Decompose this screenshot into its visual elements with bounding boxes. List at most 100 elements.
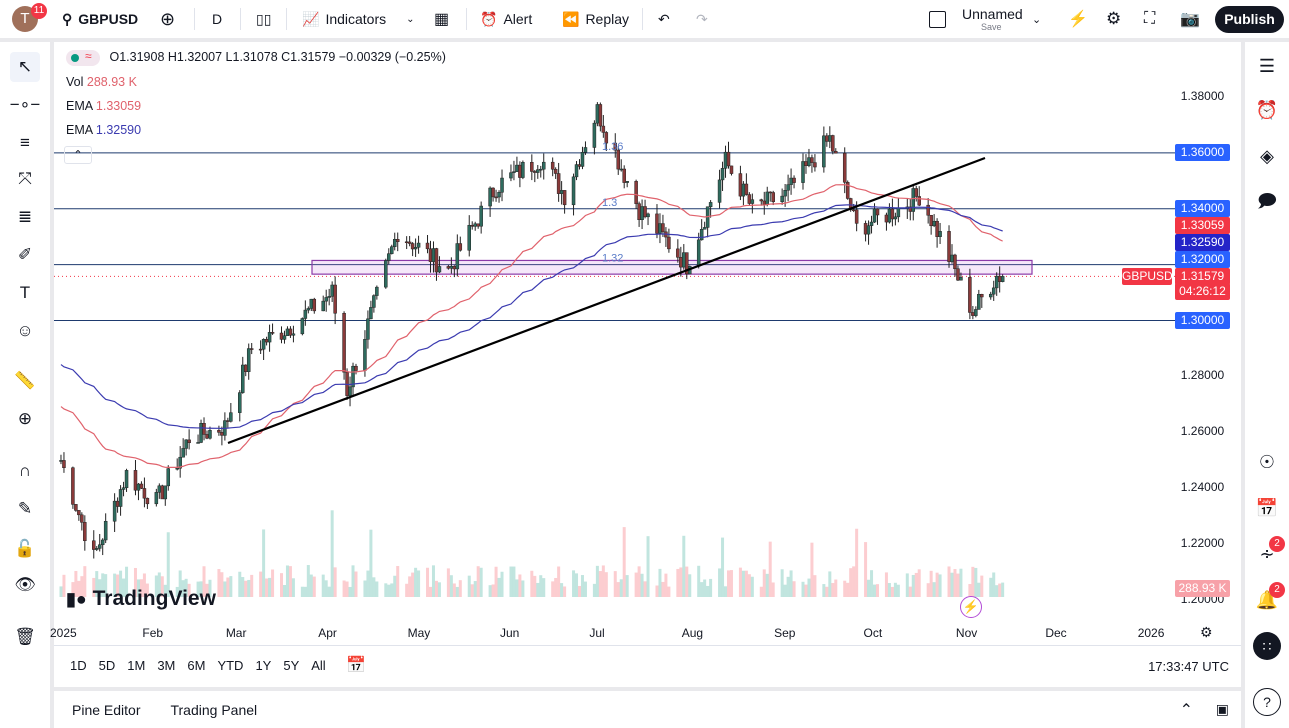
- tab-pine-editor[interactable]: Pine Editor: [72, 701, 141, 718]
- magnet-icon[interactable]: ∩: [18, 461, 32, 480]
- help-icon[interactable]: ?: [1253, 688, 1281, 716]
- candle-body: [747, 194, 752, 204]
- candle-body: [470, 224, 474, 227]
- replay-label: Replay: [585, 11, 630, 27]
- add-symbol-button[interactable]: ⊕: [160, 8, 176, 29]
- alert-button[interactable]: ⏰ Alert: [480, 0, 532, 38]
- candle-body: [199, 423, 203, 443]
- clock[interactable]: 17:33:47 UTC: [1148, 659, 1229, 674]
- price-chart[interactable]: 1.36 1.3 1.32: [54, 42, 1241, 642]
- lightning-icon[interactable]: ⚡: [960, 596, 982, 618]
- publish-button[interactable]: Publish: [1215, 6, 1284, 33]
- ema50-legend: EMA 1.33059: [66, 99, 142, 113]
- axis-settings-icon[interactable]: ⚙: [1200, 624, 1213, 640]
- volume-bar: [643, 581, 647, 597]
- candle-body: [437, 266, 442, 273]
- range-ytd[interactable]: YTD: [217, 658, 244, 673]
- volume-bar: [771, 582, 775, 597]
- ruler-icon[interactable]: 📏: [14, 371, 36, 390]
- candle-body: [825, 135, 829, 142]
- symbol-search[interactable]: ⚲ GBPUSD: [62, 0, 138, 38]
- chart-pane[interactable]: 1.36 1.3 1.32 ≈ O1.31908 H1.32007 L1.31078…: [50, 42, 1241, 687]
- emoji-icon[interactable]: ☺: [16, 321, 34, 340]
- alerts-clock-icon[interactable]: ⏰: [1255, 99, 1279, 120]
- volume-bar: [685, 566, 689, 597]
- undo-icon[interactable]: ↶: [658, 10, 670, 27]
- cursor-icon[interactable]: ↖: [10, 52, 40, 82]
- calendar-range-icon[interactable]: 📅: [346, 657, 366, 674]
- candle-body: [270, 332, 275, 334]
- chat-icon[interactable]: 🗩: [1257, 191, 1277, 211]
- settings-icon[interactable]: ⚙: [1106, 9, 1122, 28]
- ohlc-values: O1.31908 H1.32007 L1.31078 C1.31579 −0.0…: [109, 50, 446, 65]
- volume-bar: [351, 565, 355, 597]
- candle-body: [324, 297, 328, 302]
- replay-button[interactable]: ⏪ Replay: [562, 0, 629, 38]
- brush-icon[interactable]: ✐: [17, 245, 33, 264]
- range-1m[interactable]: 1M: [127, 658, 146, 673]
- forecast-icon[interactable]: ≣: [17, 207, 33, 226]
- candle-body: [676, 248, 680, 258]
- compass-icon[interactable]: ☉: [1258, 451, 1276, 472]
- indicators-button[interactable]: 📈 Indicators ⌄: [302, 0, 415, 38]
- pattern-icon[interactable]: ⤧: [18, 169, 32, 188]
- volume-bar: [724, 586, 728, 597]
- camera-icon[interactable]: 📷: [1180, 11, 1200, 28]
- tradingview-logo[interactable]: ▮● TradingView: [66, 587, 216, 610]
- calendar-icon[interactable]: 📅: [1255, 497, 1279, 518]
- bottom-panel: Pine Editor Trading Panel ⌃ ▣: [54, 691, 1241, 728]
- layout-name[interactable]: Unnamed: [962, 6, 1023, 22]
- collapse-legend-button[interactable]: ⌃: [64, 146, 92, 164]
- candle-body: [285, 328, 290, 336]
- chevron-down-icon[interactable]: ⌄: [406, 13, 415, 25]
- volume-bar: [521, 580, 525, 597]
- apps-grid-icon[interactable]: ∷: [1253, 632, 1281, 660]
- interval-button[interactable]: D: [212, 11, 223, 27]
- candle-body: [926, 204, 930, 216]
- zoom-in-icon[interactable]: ⊕: [17, 409, 33, 428]
- lock-icon[interactable]: 🔓: [14, 539, 36, 558]
- volume-bar: [458, 580, 462, 597]
- range-3m[interactable]: 3M: [157, 658, 176, 673]
- fullscreen-icon[interactable]: ⛶: [1144, 10, 1156, 27]
- candle-body: [789, 177, 793, 185]
- text-icon[interactable]: T: [19, 283, 31, 302]
- volume-bar: [437, 582, 441, 597]
- volume-bar: [801, 581, 805, 597]
- maximize-panel-icon[interactable]: ▣: [1215, 701, 1229, 717]
- chevron-down-icon[interactable]: ⌄: [1032, 13, 1042, 26]
- layout-checkbox[interactable]: [929, 11, 946, 28]
- trend-line-icon[interactable]: −∘−: [9, 95, 41, 114]
- status-indicator[interactable]: ≈: [66, 49, 100, 66]
- chevron-up-icon[interactable]: ⌃: [1179, 701, 1193, 719]
- tab-trading-panel[interactable]: Trading Panel: [170, 701, 258, 718]
- volume-bar: [813, 575, 817, 597]
- layers-icon[interactable]: ◈: [1260, 145, 1274, 166]
- range-1d[interactable]: 1D: [70, 658, 87, 673]
- trash-icon[interactable]: 🗑: [14, 627, 36, 646]
- volume-bar: [369, 529, 373, 597]
- candle-body: [577, 164, 582, 167]
- volume-bar: [184, 578, 188, 597]
- range-6m[interactable]: 6M: [187, 658, 206, 673]
- volume-bar: [434, 580, 438, 597]
- volume-bar: [989, 577, 993, 597]
- quick-search-icon[interactable]: ⚡: [1068, 11, 1088, 28]
- volume-bar: [959, 568, 963, 597]
- range-5y[interactable]: 5Y: [283, 658, 300, 673]
- layouts-icon[interactable]: ▦: [434, 11, 450, 28]
- volume-bar: [849, 568, 853, 597]
- watchlist-icon[interactable]: ☰: [1258, 55, 1276, 76]
- candle-body: [696, 239, 701, 267]
- range-5d[interactable]: 5D: [98, 658, 116, 673]
- candle-body: [264, 339, 269, 343]
- eye-icon[interactable]: 👁: [14, 575, 36, 594]
- range-1y[interactable]: 1Y: [255, 658, 272, 673]
- volume-bar: [846, 582, 850, 597]
- candles-icon[interactable]: ▯▯: [256, 10, 272, 27]
- lock-drawing-icon[interactable]: ✎: [17, 499, 33, 518]
- redo-icon[interactable]: ↷: [696, 10, 708, 27]
- candle-body: [473, 223, 477, 227]
- range-all[interactable]: All: [311, 658, 326, 673]
- fib-icon[interactable]: ≡: [20, 133, 30, 152]
